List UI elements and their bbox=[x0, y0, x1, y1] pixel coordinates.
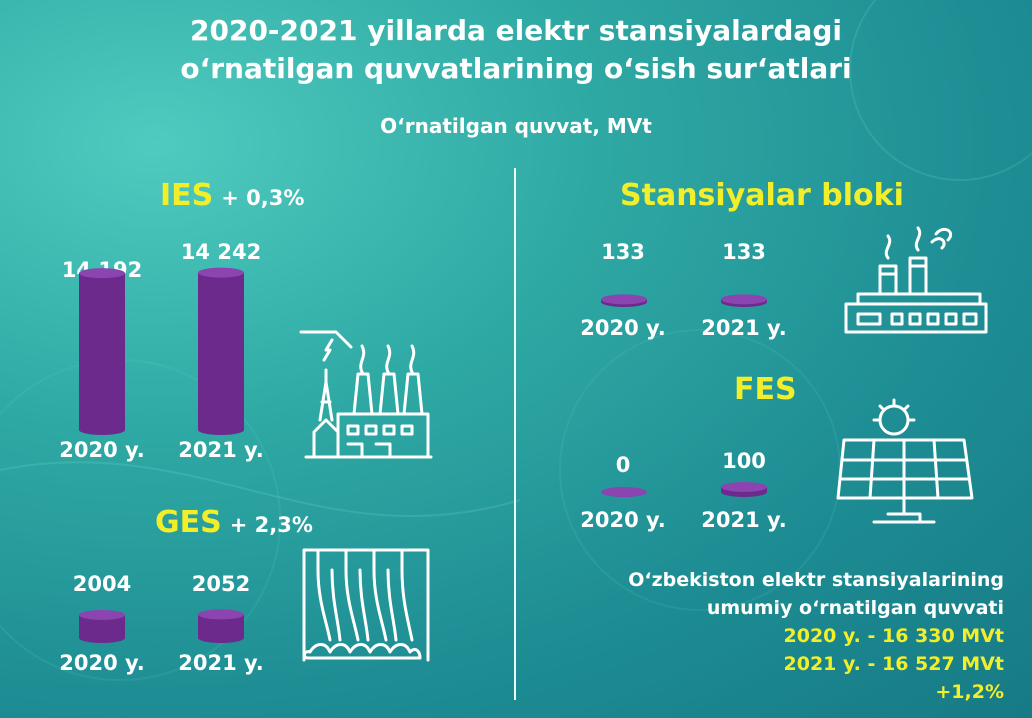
ges-year-2021: 2021 y. bbox=[178, 651, 264, 675]
ies-label: IES bbox=[160, 178, 214, 213]
ges-change: + 2,3% bbox=[229, 513, 313, 537]
ges-bar-2020 bbox=[79, 609, 125, 643]
blocks-year-2021: 2021 y. bbox=[701, 316, 787, 340]
fes-bar-2021 bbox=[721, 482, 767, 497]
page-title: 2020-2021 yillarda elektr stansiyalardag… bbox=[180, 14, 852, 85]
ges-year-2020: 2020 y. bbox=[59, 651, 145, 675]
ges-value-2020: 2004 bbox=[72, 572, 132, 596]
blocks-value-2020: 133 bbox=[601, 240, 645, 264]
totals-2020: 2020 y. - 16 330 MVt bbox=[783, 625, 1005, 647]
fes-value-2020: 0 bbox=[615, 453, 631, 477]
page-subtitle: O‘rnatilgan quvvat, MVt bbox=[380, 114, 652, 138]
factory-icon bbox=[844, 226, 988, 334]
ges-label: GES bbox=[155, 505, 222, 540]
fes-year-2020: 2020 y. bbox=[580, 508, 666, 532]
totals-line1: O‘zbekiston elektr stansiyalarining bbox=[628, 569, 1004, 591]
section-divider bbox=[514, 168, 516, 700]
ges-bar-2021 bbox=[198, 609, 244, 643]
ies-year-2021: 2021 y. bbox=[178, 438, 264, 462]
ies-value-2021: 14 242 bbox=[180, 240, 262, 264]
ies-change: + 0,3% bbox=[221, 186, 305, 210]
fes-header: FES bbox=[734, 372, 797, 407]
blocks-label: Stansiyalar bloki bbox=[620, 178, 904, 213]
ges-value-2021: 2052 bbox=[191, 572, 251, 596]
ies-header: IES + 0,3% bbox=[160, 178, 304, 213]
solar-panel-icon bbox=[836, 398, 974, 524]
hydro-power-plant-icon bbox=[302, 548, 430, 662]
ies-bar-2021 bbox=[198, 267, 244, 435]
ies-year-2020: 2020 y. bbox=[59, 438, 145, 462]
totals-line2: umumiy o‘rnatilgan quvvati bbox=[706, 597, 1004, 619]
blocks-value-2021: 133 bbox=[722, 240, 766, 264]
thermal-power-plant-icon bbox=[299, 330, 433, 459]
fes-label: FES bbox=[734, 372, 797, 407]
totals-2021: 2021 y. - 16 527 MVt bbox=[783, 653, 1005, 675]
fes-value-2021: 100 bbox=[722, 449, 766, 473]
fes-year-2021: 2021 y. bbox=[701, 508, 787, 532]
totals-block: O‘zbekiston elektr stansiyalarining umum… bbox=[628, 566, 1004, 706]
blocks-year-2020: 2020 y. bbox=[580, 316, 666, 340]
blocks-bar-2020 bbox=[601, 294, 647, 307]
blocks-header: Stansiyalar bloki bbox=[620, 178, 904, 213]
fes-bar-2020 bbox=[601, 487, 647, 497]
ies-bar-2020 bbox=[79, 268, 125, 435]
ges-header: GES + 2,3% bbox=[155, 505, 313, 540]
blocks-bar-2021 bbox=[721, 294, 767, 307]
totals-growth: +1,2% bbox=[935, 681, 1004, 703]
